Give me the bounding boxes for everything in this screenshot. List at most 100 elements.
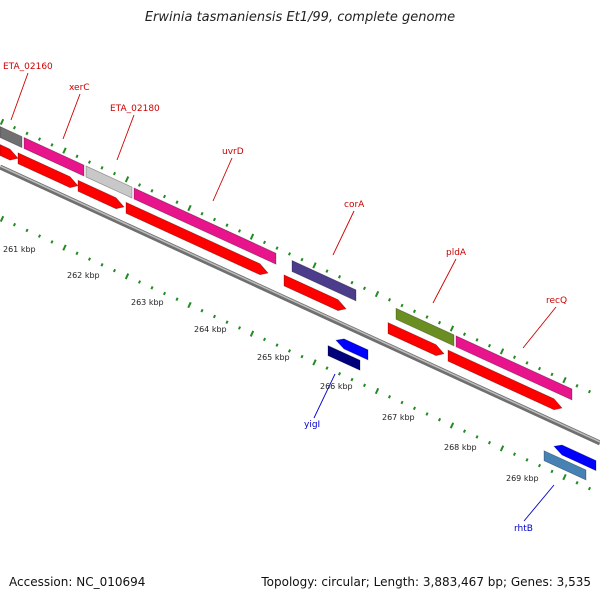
outer-tick (287, 252, 292, 256)
outer-tick (550, 372, 554, 377)
inner-tick (50, 240, 54, 244)
outer-tick (325, 269, 329, 273)
tick-label-267: 267 kbp (382, 413, 415, 422)
inner-tick (237, 326, 242, 330)
feature-xerc-cog[interactable] (23, 136, 85, 177)
feature-track (0, 126, 597, 481)
outer-tick (175, 200, 179, 204)
inner-tick (550, 469, 554, 474)
feature-plda-cog[interactable] (395, 307, 455, 347)
outer-tick (499, 348, 505, 355)
feature-eta-02160-cog[interactable] (0, 126, 23, 149)
inner-tick (475, 435, 479, 439)
inner-tick (374, 387, 380, 395)
outer-tick (562, 376, 567, 384)
inner-tick (262, 337, 267, 342)
outer-tick-row (0, 118, 592, 394)
tick-label-layer: 261 kbp 262 kbp 263 kbp 264 kbp 265 kbp … (3, 245, 539, 483)
inner-tick (587, 486, 592, 491)
cds-xerc[interactable] (17, 152, 79, 188)
feature-rhtb-cog[interactable] (543, 450, 587, 481)
outer-tick (12, 125, 17, 130)
tick-label-262: 262 kbp (67, 271, 100, 280)
feature-uvrd-cog[interactable] (133, 187, 277, 265)
inner-tick (449, 422, 455, 429)
outer-tick (475, 338, 479, 342)
cds-rhtb[interactable] (553, 444, 597, 472)
outer-tick (462, 332, 467, 336)
inner-tick (400, 400, 404, 405)
feature-recq-cog[interactable] (455, 335, 573, 401)
gene-leader-eta-02160 (10, 72, 29, 121)
feature-cora-cog[interactable] (291, 259, 357, 302)
map-title: Erwinia tasmaniensis Et1/99, complete ge… (144, 10, 456, 25)
outer-tick (425, 315, 429, 319)
cds-plda[interactable] (387, 322, 445, 356)
gene-leader-eta-02180 (116, 114, 135, 161)
inner-tick (112, 268, 117, 273)
outer-tick (200, 211, 204, 216)
cds-eta-02160[interactable] (0, 144, 19, 161)
gene-label-uvrd[interactable]: uvrD (222, 147, 244, 157)
gene-label-eta-02180[interactable]: ETA_02180 (110, 104, 160, 114)
outer-tick (300, 257, 304, 262)
inner-tick (350, 377, 354, 382)
gene-label-yigi[interactable]: yigI (304, 420, 320, 430)
feature-yigi-cog[interactable] (327, 345, 361, 371)
gene-label-layer: ETA_02160 xerC ETA_02180 uvrD corA pldA … (3, 62, 567, 534)
tick-label-263: 263 kbp (131, 298, 164, 307)
inner-tick (425, 412, 429, 416)
inner-tick (437, 417, 442, 422)
outer-tick (50, 143, 54, 147)
gene-label-eta-02160[interactable]: ETA_02160 (3, 62, 53, 72)
feature-eta-02180-cog[interactable] (85, 165, 133, 199)
inner-tick (12, 222, 17, 227)
label-leaders (10, 72, 557, 522)
outer-tick (37, 137, 42, 141)
gene-label-plda[interactable]: pldA (446, 248, 467, 258)
inner-tick (325, 366, 329, 370)
tick-label-265: 265 kbp (257, 353, 290, 362)
cds-cora[interactable] (283, 274, 347, 311)
inner-tick (249, 330, 255, 337)
cds-uvrd[interactable] (125, 201, 269, 276)
inner-tick (175, 297, 179, 301)
gene-label-recq[interactable]: recQ (546, 296, 567, 306)
inner-tick (487, 440, 492, 445)
outer-tick (362, 286, 367, 291)
cds-recq[interactable] (447, 349, 563, 411)
gene-leader-yigi (313, 373, 336, 419)
gene-label-xerc[interactable]: xerC (69, 83, 90, 93)
topology-text: Topology: circular; Length: 3,883,467 bp… (261, 575, 591, 589)
inner-tick (525, 458, 529, 462)
tick-label-266: 266 kbp (320, 382, 353, 391)
outer-tick (437, 320, 442, 325)
outer-tick (75, 154, 79, 159)
outer-tick (237, 229, 242, 233)
cds-eta-02180[interactable] (77, 179, 125, 210)
inner-tick (150, 286, 154, 290)
outer-tick (312, 262, 317, 269)
inner-tick (137, 280, 142, 284)
inner-tick (287, 349, 292, 353)
outer-tick (487, 343, 492, 348)
gene-label-rhtb[interactable]: rhtB (514, 524, 533, 534)
inner-tick (362, 383, 367, 388)
tick-label-264: 264 kbp (194, 325, 227, 334)
outer-tick (137, 183, 142, 187)
outer-tick (249, 233, 255, 240)
gene-label-cora[interactable]: corA (344, 200, 365, 210)
inner-tick (412, 406, 417, 411)
outer-tick (575, 384, 579, 388)
cds-yigi[interactable] (335, 338, 369, 361)
inner-tick (162, 291, 167, 296)
inner-tick (312, 359, 317, 366)
outer-tick (412, 309, 417, 314)
outer-tick (87, 160, 92, 164)
gene-leader-xerc (62, 93, 81, 140)
tick-label-261: 261 kbp (3, 245, 36, 254)
tick-label-269: 269 kbp (506, 474, 539, 483)
outer-tick (100, 166, 104, 170)
outer-tick (587, 389, 592, 394)
